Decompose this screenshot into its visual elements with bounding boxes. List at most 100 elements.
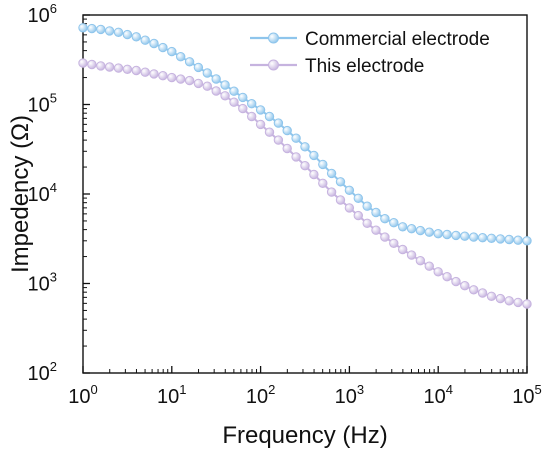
data-point xyxy=(460,281,470,291)
y-tick-label: 105 xyxy=(28,91,57,117)
data-point xyxy=(344,185,355,196)
x-tick-label: 103 xyxy=(335,382,364,408)
data-point xyxy=(353,210,363,221)
data-point xyxy=(238,92,248,103)
legend-label: This electrode xyxy=(305,56,424,77)
data-point xyxy=(140,67,150,77)
data-point xyxy=(362,201,372,211)
data-point xyxy=(282,125,292,136)
data-point xyxy=(469,285,479,295)
data-point xyxy=(184,75,195,86)
data-point xyxy=(122,29,133,40)
data-point xyxy=(433,229,443,239)
data-point xyxy=(424,227,434,237)
data-point xyxy=(167,46,177,57)
y-axis-label: Impedency (Ω) xyxy=(7,115,34,273)
data-point xyxy=(291,133,301,143)
data-point xyxy=(149,69,159,79)
data-point xyxy=(184,57,195,67)
data-point xyxy=(220,91,230,101)
data-point xyxy=(255,119,266,130)
data-point xyxy=(193,78,204,89)
data-point xyxy=(362,218,372,229)
data-point xyxy=(113,63,124,73)
data-point xyxy=(211,86,221,96)
data-point xyxy=(255,105,266,115)
series-line xyxy=(82,62,528,305)
data-point xyxy=(140,35,150,45)
series-layer xyxy=(78,23,532,309)
data-point xyxy=(104,62,115,72)
data-point xyxy=(113,27,124,37)
data-point xyxy=(273,118,284,128)
data-point xyxy=(522,299,532,309)
data-point xyxy=(389,238,399,249)
data-point xyxy=(167,72,177,83)
data-point xyxy=(371,225,381,235)
data-point xyxy=(513,297,523,308)
data-point xyxy=(158,42,168,53)
data-point xyxy=(460,231,470,241)
data-point xyxy=(264,111,275,122)
data-point xyxy=(398,244,408,255)
data-point xyxy=(380,232,390,242)
y-tick-label: 104 xyxy=(28,180,57,206)
data-point xyxy=(122,64,133,75)
data-point xyxy=(158,71,168,81)
data-point xyxy=(247,111,257,122)
data-point xyxy=(193,62,204,73)
x-tick-label: 101 xyxy=(157,382,186,408)
data-point xyxy=(96,61,106,71)
data-point xyxy=(309,169,319,180)
data-point xyxy=(442,229,452,240)
data-point xyxy=(477,233,488,243)
data-point xyxy=(273,135,284,145)
y-tick-label: 106 xyxy=(28,1,57,27)
data-point xyxy=(504,234,514,245)
x-tick-label: 105 xyxy=(512,382,541,408)
data-point xyxy=(78,58,88,68)
data-point xyxy=(229,86,239,96)
data-point xyxy=(229,97,239,107)
data-point xyxy=(87,23,97,34)
data-point xyxy=(495,293,506,304)
x-tick-label: 100 xyxy=(68,382,97,408)
axis-ticks: 100 101 102 103 104 105 102 103 104 105 106 xyxy=(28,1,542,408)
y-tick-label: 102 xyxy=(28,359,57,385)
data-point xyxy=(78,23,88,33)
data-point xyxy=(486,291,497,301)
data-point xyxy=(326,187,337,197)
data-point xyxy=(238,103,248,114)
data-point xyxy=(309,150,319,161)
data-point xyxy=(398,222,408,232)
data-point xyxy=(87,59,97,70)
data-point xyxy=(469,232,479,242)
data-point xyxy=(433,267,443,277)
data-point xyxy=(406,224,417,234)
data-point xyxy=(335,177,346,187)
data-point xyxy=(486,233,497,244)
data-point xyxy=(522,236,532,246)
legend-marker xyxy=(268,32,279,44)
data-point xyxy=(300,142,310,152)
data-point xyxy=(415,225,426,236)
data-point xyxy=(247,99,257,109)
data-point xyxy=(264,127,275,137)
series-0 xyxy=(78,23,532,246)
data-point xyxy=(326,168,337,179)
data-point xyxy=(513,235,523,245)
x-tick-label: 104 xyxy=(423,382,452,408)
y-tick-label: 103 xyxy=(28,270,57,296)
data-point xyxy=(353,193,363,204)
data-point xyxy=(442,272,452,282)
data-point xyxy=(176,74,186,84)
legend: Commercial electrode This electrode xyxy=(250,29,490,77)
data-point xyxy=(424,261,434,271)
data-point xyxy=(211,74,221,84)
series-1 xyxy=(78,58,532,309)
data-point xyxy=(504,296,514,306)
data-point xyxy=(451,230,461,241)
data-point xyxy=(335,195,346,205)
data-point xyxy=(96,24,106,35)
